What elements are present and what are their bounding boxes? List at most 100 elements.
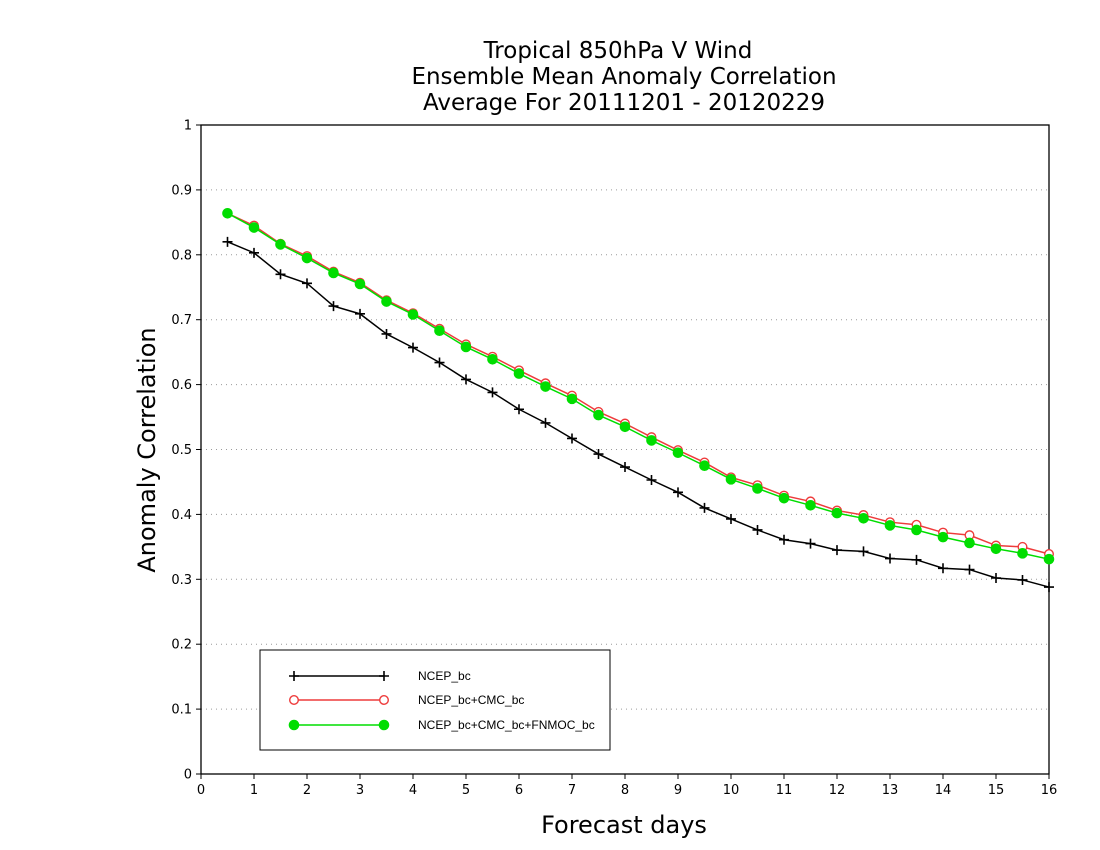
data-point — [301, 252, 313, 264]
data-point — [1017, 548, 1028, 559]
data-point — [884, 520, 896, 531]
data-point — [990, 543, 1002, 555]
data-point — [778, 492, 790, 504]
data-point — [513, 368, 525, 379]
data-point — [673, 487, 683, 498]
series-line — [227, 212, 1050, 555]
data-point — [911, 524, 922, 536]
data-point — [911, 554, 922, 565]
y-tick-label: 0.5 — [171, 443, 192, 458]
data-point — [858, 512, 869, 524]
x-tick-label: 9 — [674, 783, 682, 798]
data-point — [885, 553, 895, 564]
x-tick-label: 2 — [303, 783, 311, 798]
data-point — [991, 573, 1001, 584]
y-tick-label: 0.1 — [171, 703, 192, 718]
y-tick-label: 0.7 — [171, 313, 192, 328]
data-point — [540, 381, 551, 392]
y-tick-label: 0.2 — [171, 638, 192, 653]
data-point — [1043, 553, 1055, 565]
data-point — [514, 404, 524, 415]
data-point — [726, 513, 736, 524]
data-point — [566, 393, 578, 405]
series-line — [227, 212, 1050, 560]
legend-marker — [289, 695, 300, 706]
data-point — [620, 462, 630, 473]
data-point — [487, 353, 498, 365]
data-point — [567, 433, 577, 444]
data-point — [593, 409, 604, 421]
legend-label: NCEP_bc+CMC_bc+FNMOC_bc — [418, 718, 595, 732]
legend-marker — [288, 719, 300, 731]
data-point — [1044, 582, 1054, 593]
data-point — [699, 460, 710, 472]
x-tick-label: 4 — [409, 783, 417, 798]
x-axis-title: Forecast days — [541, 811, 707, 839]
title-line-3: Average For 20111201 - 20120229 — [423, 90, 825, 116]
x-tick-label: 3 — [356, 783, 364, 798]
x-tick-label: 15 — [988, 783, 1005, 798]
legend-entry-2: NCEP_bc+CMC_bc+FNMOC_bc — [288, 718, 595, 732]
data-point — [275, 269, 286, 280]
data-point — [805, 538, 816, 549]
data-point — [354, 278, 366, 290]
data-point — [275, 239, 286, 250]
y-tick-label: 0.8 — [171, 248, 192, 263]
data-point — [487, 387, 498, 398]
y-tick-label: 0 — [184, 768, 192, 783]
x-tick-label: 0 — [197, 783, 205, 798]
data-point — [752, 524, 763, 535]
data-point — [805, 500, 816, 511]
x-tick-label: 14 — [935, 783, 952, 798]
data-point — [540, 417, 551, 428]
data-point — [725, 474, 737, 485]
title-line-2: Ensemble Mean Anomaly Correlation — [411, 64, 836, 90]
data-point — [355, 308, 365, 319]
x-tick-label: 1 — [250, 783, 258, 798]
y-tick-label: 1 — [184, 119, 192, 134]
axis-ticks: 00.10.20.30.40.50.60.70.80.910 1 2 3 4 5 6 7 8 9 1… — [171, 119, 1057, 799]
data-point — [646, 475, 657, 486]
data-point — [222, 236, 233, 247]
data-point — [328, 267, 339, 279]
data-point — [460, 341, 472, 353]
data-point — [964, 537, 975, 549]
x-tick-label: 12 — [829, 783, 846, 798]
legend-entries: NCEP_bc NCEP_bc+CMC_bc NCEP_bc+CMC_bc+FNMO… — [288, 669, 595, 732]
legend-label: NCEP_bc — [418, 669, 471, 683]
data-point — [381, 328, 392, 339]
chart-title: Tropical 850hPa V Wind Ensemble Mean Ano… — [411, 38, 836, 116]
legend-marker — [379, 695, 390, 706]
data-point — [938, 563, 948, 574]
data-point — [434, 357, 445, 368]
data-point — [832, 545, 842, 556]
y-tick-label: 0.4 — [171, 508, 192, 523]
data-point — [699, 502, 710, 513]
data-point — [407, 309, 419, 320]
x-tick-label: 13 — [882, 783, 899, 798]
legend-marker — [289, 671, 299, 681]
data-point — [619, 421, 631, 433]
data-point — [328, 301, 339, 312]
x-tick-label: 6 — [515, 783, 523, 798]
x-tick-label: 8 — [621, 783, 629, 798]
y-tick-label: 0.3 — [171, 573, 192, 588]
data-point — [937, 531, 949, 543]
y-tick-label: 0.6 — [171, 378, 192, 393]
legend: NCEP_bc NCEP_bc+CMC_bc NCEP_bc+CMC_bc+FNMO… — [259, 649, 611, 751]
data-point — [964, 564, 975, 575]
y-tick-label: 0.9 — [171, 183, 192, 198]
data-point — [248, 222, 260, 233]
data-point — [381, 296, 392, 307]
data-point — [408, 342, 418, 353]
data-point — [831, 507, 843, 519]
data-point — [593, 449, 604, 460]
data-point — [302, 278, 312, 289]
data-point — [672, 447, 684, 459]
y-axis-title: Anomaly Correlation — [133, 327, 161, 572]
x-tick-label: 16 — [1041, 783, 1058, 798]
data-point — [858, 546, 869, 557]
series-1 — [222, 208, 1054, 559]
data-point — [646, 435, 657, 446]
data-point — [222, 207, 233, 219]
